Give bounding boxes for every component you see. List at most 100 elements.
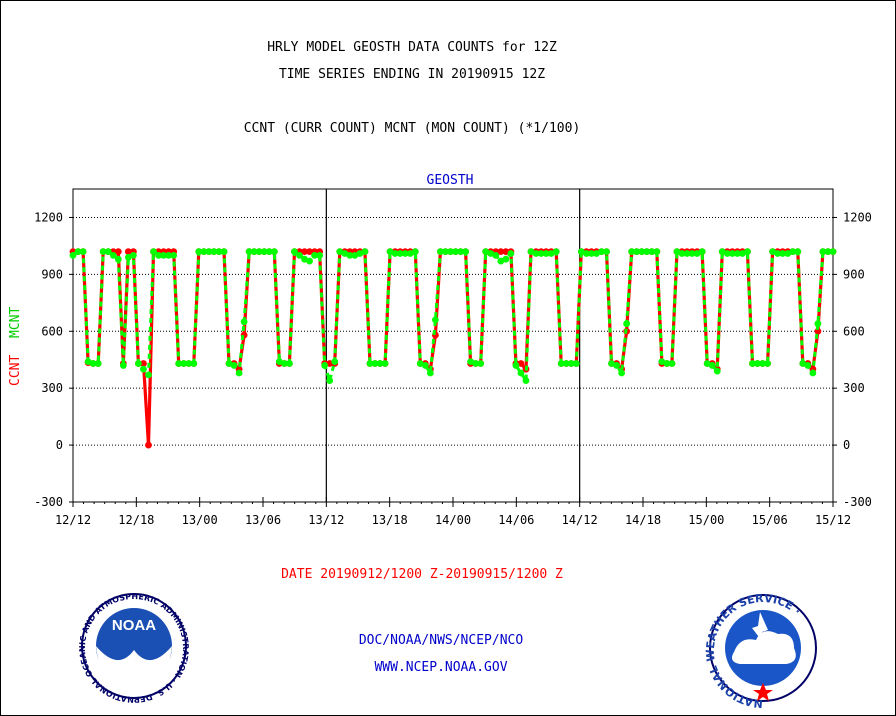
data-point-mcnt bbox=[280, 360, 288, 367]
data-point-mcnt bbox=[104, 248, 112, 256]
data-point-mcnt bbox=[321, 362, 329, 369]
data-point-mcnt bbox=[814, 320, 822, 328]
data-point-mcnt bbox=[119, 362, 127, 369]
y-axis-label-ccnt: CCNT bbox=[8, 355, 23, 386]
data-point-mcnt bbox=[557, 360, 565, 367]
y-tick-label-right: 1200 bbox=[843, 210, 872, 224]
data-point-mcnt bbox=[401, 250, 409, 257]
data-point-mcnt bbox=[286, 360, 293, 367]
data-point-mcnt bbox=[623, 320, 631, 328]
y-tick-label-left: 900 bbox=[41, 267, 63, 281]
y-tick-label-left: -300 bbox=[34, 495, 63, 509]
y-tick-label-right: -300 bbox=[843, 495, 872, 509]
data-point-mcnt bbox=[562, 360, 570, 367]
data-point-mcnt bbox=[764, 360, 771, 367]
x-tick-label: 14/12 bbox=[562, 513, 598, 527]
data-point-mcnt bbox=[472, 360, 480, 367]
data-point-mcnt bbox=[819, 248, 827, 256]
data-point-mcnt bbox=[542, 250, 550, 257]
data-point-mcnt bbox=[296, 251, 303, 259]
x-tick-label: 12/12 bbox=[55, 513, 91, 527]
x-tick-label: 12/18 bbox=[118, 513, 154, 527]
data-point-mcnt bbox=[89, 360, 97, 367]
data-point-mcnt bbox=[346, 251, 354, 259]
data-point-mcnt bbox=[603, 248, 610, 256]
data-point-mcnt bbox=[824, 248, 832, 256]
data-point-mcnt bbox=[462, 248, 469, 256]
data-point-mcnt bbox=[180, 360, 188, 367]
data-point-mcnt bbox=[426, 369, 434, 377]
nws-star-icon bbox=[753, 683, 773, 701]
data-point-mcnt bbox=[517, 369, 525, 377]
x-tick-label: 15/00 bbox=[688, 513, 724, 527]
data-point-mcnt bbox=[733, 250, 741, 257]
title-line-2: TIME SERIES ENDING IN 20190915 12Z bbox=[279, 67, 545, 82]
data-point-mcnt bbox=[391, 250, 399, 257]
data-point-mcnt bbox=[759, 360, 766, 367]
data-point-mcnt bbox=[396, 250, 404, 257]
data-point-mcnt bbox=[749, 360, 756, 367]
noaa-logo-text: NOAA bbox=[112, 617, 156, 634]
data-point-mcnt bbox=[376, 360, 384, 367]
data-point-mcnt bbox=[74, 248, 82, 256]
data-point-mcnt bbox=[195, 248, 203, 256]
data-point-mcnt bbox=[331, 358, 339, 366]
data-point-mcnt bbox=[150, 248, 157, 256]
data-point-mcnt bbox=[829, 248, 837, 256]
data-point-mcnt bbox=[421, 362, 429, 369]
data-point-mcnt bbox=[129, 251, 137, 259]
data-point-mcnt bbox=[165, 251, 173, 259]
y-tick-label-left: 0 bbox=[56, 438, 63, 452]
y-tick-label-left: 300 bbox=[41, 381, 63, 395]
data-point-mcnt bbox=[643, 248, 651, 256]
data-point-mcnt bbox=[532, 250, 540, 257]
data-point-mcnt bbox=[754, 360, 761, 367]
y-tick-label-right: 0 bbox=[843, 438, 850, 452]
x-tick-label: 13/06 bbox=[245, 513, 281, 527]
nws-lightning-icon bbox=[752, 612, 772, 654]
data-point-mcnt bbox=[447, 248, 454, 256]
data-point-mcnt bbox=[582, 250, 590, 257]
x-tick-label: 13/12 bbox=[308, 513, 344, 527]
chart-subtitle: CCNT (CURR COUNT) MCNT (MON COUNT) (*1/1… bbox=[244, 121, 581, 136]
noaa-logo-ring-text: NATIONAL OCEANIC AND ATMOSPHERIC ADMINIS… bbox=[0, 0, 190, 704]
data-point-mcnt bbox=[437, 248, 444, 256]
data-point-ccnt bbox=[301, 248, 308, 256]
data-point-mcnt bbox=[678, 250, 686, 257]
data-point-mcnt bbox=[713, 367, 721, 375]
data-point-ccnt bbox=[145, 441, 152, 449]
title-line-1: HRLY MODEL GEOSTH DATA COUNTS for 12Z bbox=[267, 40, 557, 55]
panel-title: GEOSTH bbox=[427, 173, 474, 188]
y-tick-label-right: 900 bbox=[843, 267, 865, 281]
data-point-mcnt bbox=[683, 250, 691, 257]
data-point-mcnt bbox=[552, 248, 560, 256]
data-point-mcnt bbox=[708, 362, 716, 369]
data-point-mcnt bbox=[613, 362, 620, 369]
data-point-mcnt bbox=[210, 248, 218, 256]
data-point-mcnt bbox=[633, 248, 641, 256]
data-point-mcnt bbox=[789, 248, 797, 256]
ncep-url[interactable]: WWW.NCEP.NOAA.GOV bbox=[374, 660, 507, 675]
data-point-ccnt bbox=[306, 248, 313, 256]
data-point-mcnt bbox=[94, 360, 102, 367]
data-point-mcnt bbox=[512, 362, 520, 369]
data-point-mcnt bbox=[160, 251, 167, 259]
data-point-mcnt bbox=[291, 248, 298, 256]
data-point-mcnt bbox=[411, 248, 419, 256]
x-tick-label: 13/00 bbox=[182, 513, 218, 527]
data-point-mcnt bbox=[135, 360, 142, 367]
nws-logo: NATIONAL WEATHER SERVICE · bbox=[704, 592, 817, 710]
data-point-mcnt bbox=[175, 360, 183, 367]
data-point-mcnt bbox=[723, 250, 731, 257]
data-point-ccnt bbox=[140, 360, 147, 367]
data-point-ccnt bbox=[497, 248, 505, 256]
data-point-mcnt bbox=[326, 377, 334, 384]
data-point-mcnt bbox=[522, 377, 530, 384]
x-tick-label: 14/18 bbox=[625, 513, 661, 527]
data-point-mcnt bbox=[477, 360, 485, 367]
data-point-mcnt bbox=[371, 360, 379, 367]
nws-cloud-icon bbox=[732, 631, 796, 664]
data-point-mcnt bbox=[698, 248, 706, 256]
data-point-mcnt bbox=[366, 360, 374, 367]
data-point-mcnt bbox=[235, 369, 243, 377]
